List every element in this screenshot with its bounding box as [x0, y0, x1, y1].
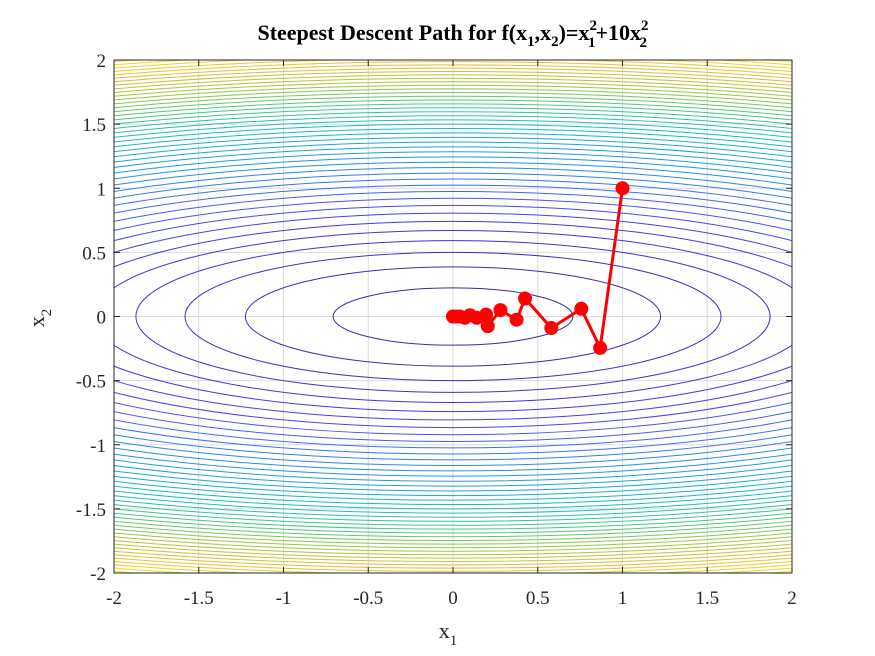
contour-lines [114, 60, 792, 573]
contour-line [114, 103, 792, 530]
contour-line [114, 141, 792, 492]
contour-line [114, 84, 792, 549]
contour-line [114, 111, 792, 522]
tick-marks [113, 59, 793, 574]
path-point [480, 319, 495, 334]
path-point [544, 321, 559, 336]
chart-title: Steepest Descent Path for f(x1,x2)=x2 1+1… [257, 18, 648, 51]
y-tick-label: 1 [97, 179, 107, 200]
path-point [615, 181, 630, 196]
contour-line [244, 266, 662, 367]
y-tick-label: -0.5 [76, 372, 106, 393]
contour-line [114, 212, 792, 421]
contour-line [114, 99, 792, 534]
x-tick-label: -2 [106, 588, 122, 609]
contour-line [114, 229, 792, 404]
x-tick-label: 0.5 [526, 588, 550, 609]
contour-line [114, 128, 792, 505]
path-point [518, 291, 533, 306]
contour-line [114, 107, 792, 526]
y-axis-label: x2 [24, 309, 55, 328]
contour-line [114, 95, 792, 538]
plot-area [113, 59, 793, 574]
y-tick-label: -1 [90, 436, 106, 457]
path-point [446, 309, 460, 324]
contour-line [184, 251, 722, 382]
contour-line [114, 67, 792, 566]
y-tick-label: 1.5 [82, 115, 106, 136]
path-point [509, 312, 524, 327]
y-tick-label: 0 [97, 308, 107, 329]
contour-line [114, 92, 792, 541]
contour-line [114, 81, 792, 552]
contour-line [135, 240, 771, 393]
x-tick-label: 1.5 [695, 588, 719, 609]
contour-line [114, 132, 792, 501]
x-tick-label: -0.5 [353, 588, 383, 609]
contour-line [114, 197, 792, 436]
x-axis-label: x1 [439, 618, 458, 649]
contour-line [332, 287, 574, 346]
contour-line [114, 71, 792, 562]
x-tick-label: -1.5 [184, 588, 214, 609]
contour-line [114, 123, 792, 510]
contour-line [114, 204, 792, 429]
contour-line [114, 167, 792, 466]
y-tick-label: -2 [90, 564, 106, 585]
path-point [493, 303, 508, 318]
x-tick-labels: -2 -1.5 -1 -0.5 0 0.5 1 1.5 2 [106, 588, 797, 609]
contour-line [114, 77, 792, 556]
y-tick-label: -1.5 [76, 500, 106, 521]
contour-line [114, 88, 792, 545]
contour-line [114, 136, 792, 497]
x-tick-label: 0 [448, 588, 458, 609]
y-tick-label: 0.5 [82, 243, 106, 264]
contour-line [114, 220, 792, 413]
path-point [593, 340, 608, 355]
contour-line [114, 191, 792, 442]
y-tick-labels: -2 -1.5 -1 -0.5 0 0.5 1 1.5 2 [76, 51, 106, 585]
x-tick-label: 1 [618, 588, 628, 609]
y-tick-label: 2 [97, 51, 107, 72]
descent-path [446, 181, 630, 355]
contour-line [114, 146, 792, 487]
contour-line [114, 172, 792, 461]
contour-line [114, 115, 792, 518]
contour-line [114, 178, 792, 455]
contour-line [114, 156, 792, 477]
contour-line [114, 119, 792, 514]
contour-line [114, 184, 792, 449]
contour-line [114, 151, 792, 482]
contour-line [114, 74, 792, 559]
path-point [574, 301, 589, 316]
contour-line [114, 161, 792, 472]
x-tick-label: 2 [787, 588, 797, 609]
x-tick-label: -1 [276, 588, 292, 609]
